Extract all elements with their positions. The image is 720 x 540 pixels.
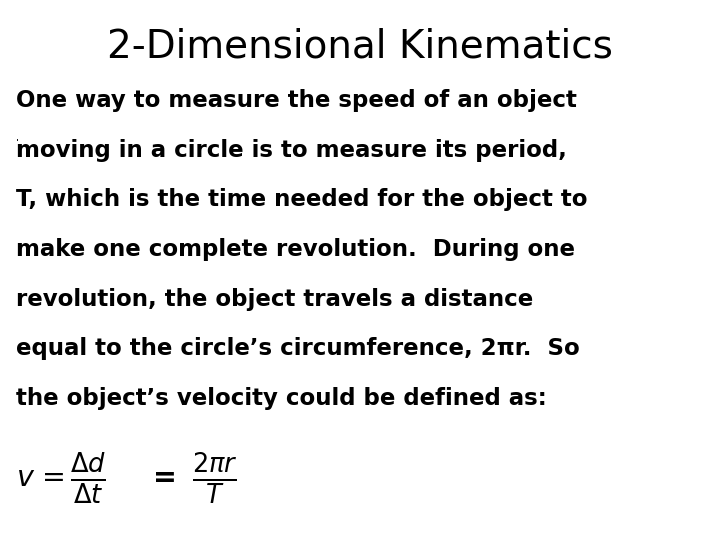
Text: One way to measure the speed of an object: One way to measure the speed of an objec… [16,89,577,112]
Text: revolution, the object travels a distance: revolution, the object travels a distanc… [16,288,533,311]
Text: the object’s velocity could be defined as:: the object’s velocity could be defined a… [16,387,546,410]
Text: make one complete revolution.  During one: make one complete revolution. During one [16,238,575,261]
Text: T, which is the time needed for the object to: T, which is the time needed for the obje… [16,188,588,212]
Text: $v$ =: $v$ = [16,464,65,492]
Text: moving in a circle is to measure its period,: moving in a circle is to measure its per… [16,139,567,162]
Text: 2-Dimensional Kinematics: 2-Dimensional Kinematics [107,27,613,65]
Text: $\frac{2\pi r}{T}$: $\frac{2\pi r}{T}$ [192,450,238,505]
Text: $\frac{\Delta d}{\Delta t}$: $\frac{\Delta d}{\Delta t}$ [70,450,106,505]
Text: =: = [153,464,176,492]
Text: equal to the circle’s circumference, 2πr.  So: equal to the circle’s circumference, 2πr… [16,338,580,361]
